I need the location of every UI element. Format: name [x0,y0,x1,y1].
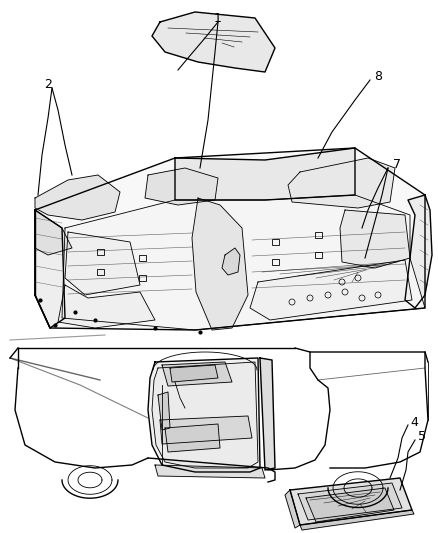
Bar [97,269,104,275]
Polygon shape [152,12,275,72]
Polygon shape [260,358,275,470]
Polygon shape [35,210,72,255]
Bar [272,239,279,245]
Bar [272,259,279,265]
Polygon shape [148,358,260,472]
Polygon shape [145,168,218,205]
Polygon shape [65,232,140,295]
Polygon shape [175,148,355,200]
Text: 7: 7 [393,158,401,172]
Polygon shape [160,416,252,444]
Polygon shape [62,195,425,330]
Polygon shape [152,362,258,468]
Text: 1: 1 [214,12,222,25]
Polygon shape [35,148,425,330]
Text: 8: 8 [374,70,382,84]
Polygon shape [250,260,412,320]
Polygon shape [285,490,300,528]
Polygon shape [222,248,240,275]
Bar [139,255,146,261]
Bar [315,232,322,238]
Polygon shape [192,198,248,330]
Polygon shape [162,362,232,386]
Polygon shape [405,195,432,308]
Polygon shape [58,285,155,328]
Polygon shape [288,158,395,208]
Polygon shape [155,465,265,478]
Bar [315,252,322,258]
Text: 4: 4 [410,416,418,429]
Bar [139,275,146,281]
Text: 5: 5 [418,431,426,443]
Polygon shape [290,478,412,525]
Polygon shape [170,365,218,382]
Polygon shape [300,510,414,530]
Bar [97,249,104,255]
Polygon shape [340,210,410,268]
Polygon shape [35,175,120,220]
Polygon shape [158,392,170,430]
Text: 2: 2 [44,78,52,92]
Polygon shape [298,483,402,520]
Polygon shape [165,424,220,452]
Polygon shape [35,210,65,328]
Polygon shape [306,488,394,522]
